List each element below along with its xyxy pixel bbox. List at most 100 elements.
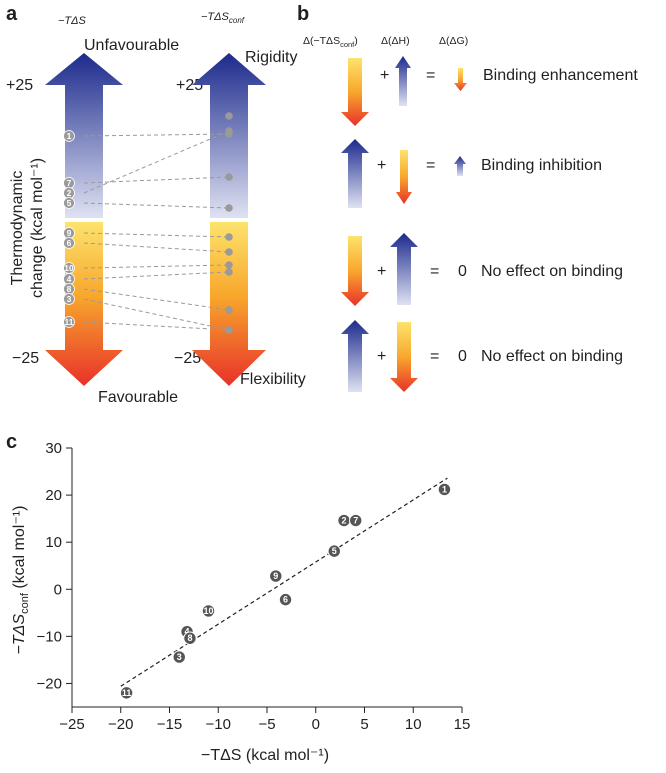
conf-entropy-marker: [225, 204, 233, 212]
row4-result: No effect on binding: [481, 348, 623, 365]
entropy-marker: 6: [63, 237, 75, 249]
row3-result: No effect on binding: [481, 263, 623, 280]
conf-entropy-marker: [225, 112, 233, 120]
panel-a-ylabel-line1: Thermodynamic: [9, 171, 26, 286]
panel-a-ylabel-line2: change (kcal mol⁻¹): [29, 158, 46, 298]
entropy-marker-label: 1: [67, 131, 72, 141]
row1-free-energy-arrow: [454, 68, 467, 91]
data-point-label: 3: [177, 652, 182, 662]
entropy-marker: 4: [63, 273, 75, 285]
entropy-marker: 8: [63, 283, 75, 295]
panel-c-points: 1 2 7 5 9 6 10 483 11: [119, 482, 452, 700]
entropy-marker-label: 3: [67, 294, 72, 304]
conf-entropy-marker: [225, 326, 233, 334]
row4-plus: +: [377, 348, 386, 365]
data-point: 8: [183, 631, 197, 645]
row4-zero: 0: [458, 348, 467, 365]
row1-equals: =: [426, 67, 435, 84]
panel-b-col3-header: Δ(ΔG): [439, 35, 468, 47]
data-point: 10: [201, 604, 216, 618]
entropy-marker: 5: [63, 197, 75, 209]
row4-equals: =: [430, 348, 439, 365]
entropy-marker: 1: [63, 130, 75, 142]
entropy-marker-label: 7: [67, 178, 72, 188]
data-point-label: 10: [203, 606, 213, 616]
data-point-label: 5: [332, 546, 337, 556]
entropy-marker-label: 4: [67, 274, 72, 284]
entropy-marker: 9: [63, 227, 75, 239]
data-point-label: 4: [185, 627, 190, 637]
panel-b-row-4: + = 0 No effect on binding: [341, 320, 623, 392]
data-point: 2: [337, 513, 351, 528]
panel-b-col1-header: Δ(−TΔSconf): [303, 35, 358, 49]
entropy-marker: 3: [63, 293, 75, 305]
conf-entropy-marker: [225, 248, 233, 256]
panel-b-label: b: [297, 3, 309, 25]
row4-conf-arrow: [341, 320, 369, 392]
y-tick-label: −10: [37, 628, 62, 645]
conf-entropy-marker: [225, 233, 233, 241]
favourable-label: Favourable: [98, 389, 178, 406]
y-tick-label: 0: [54, 581, 62, 598]
row1-result: Binding enhancement: [483, 67, 638, 84]
conf-entropy-marker: [225, 130, 233, 138]
row2-equals: =: [426, 157, 435, 174]
x-tick-label: 0: [312, 716, 320, 733]
panel-a-label: a: [6, 3, 18, 25]
connector-line: [83, 176, 230, 184]
x-tick-label: −15: [157, 716, 182, 733]
connector-line: [83, 264, 230, 269]
data-point-label: 1: [442, 484, 447, 494]
entropy-marker: 2: [63, 187, 75, 199]
x-tick-label: −10: [206, 716, 231, 733]
x-tick-label: −20: [108, 716, 133, 733]
panel-c-axes: [71, 448, 462, 708]
x-tick-label: 10: [405, 716, 422, 733]
data-point: 7: [349, 513, 363, 528]
entropy-marker-label: 11: [65, 317, 74, 327]
panel-a-connectors: [83, 130, 230, 331]
x-tick-label: −25: [59, 716, 84, 733]
panel-c-xlabel: −TΔS (kcal mol⁻¹): [201, 747, 329, 764]
left-top-value: +25: [6, 77, 33, 94]
connector-line: [83, 232, 230, 238]
data-point-label: 8: [187, 633, 192, 643]
connector-line: [83, 321, 230, 331]
row2-free-energy-arrow: [454, 156, 466, 176]
connector-line: [83, 242, 230, 253]
rigidity-label: Rigidity: [245, 49, 297, 66]
x-tick-label: 15: [454, 716, 471, 733]
entropy-marker: 7: [63, 177, 75, 189]
row1-conf-arrow: [341, 58, 369, 126]
entropy-marker-label: 8: [67, 284, 72, 294]
data-point: 9: [269, 569, 283, 583]
row3-plus: +: [377, 263, 386, 280]
panel-c-ylabel: −TΔSconf (kcal mol⁻¹): [11, 506, 31, 655]
connector-line: [83, 288, 230, 311]
row2-conf-arrow: [341, 139, 369, 208]
connector-line: [83, 298, 230, 331]
y-tick-label: 10: [45, 534, 62, 551]
row1-plus: +: [380, 67, 389, 84]
data-point-label: 6: [283, 595, 288, 605]
row3-enthalpy-arrow: [390, 233, 418, 305]
data-point: 6: [278, 592, 293, 607]
row2-enthalpy-arrow: [396, 150, 412, 204]
regression-line: [120, 477, 448, 687]
data-point-label: 9: [273, 571, 278, 581]
x-tick-label: −5: [258, 716, 275, 733]
panel-a-right-markers: [225, 112, 233, 334]
row3-equals: =: [430, 263, 439, 280]
row3-zero: 0: [458, 263, 467, 280]
entropy-marker: 11: [63, 316, 75, 328]
entropy-marker-label: 6: [67, 238, 72, 248]
y-tick-label: 20: [45, 487, 62, 504]
panel-c: c −25 −20 −15 −10 −5 0 5 10 15 −20 −10 0 10 20 30 1 2 7 5…: [6, 431, 470, 764]
right-bottom-value: −25: [174, 350, 201, 367]
flexibility-label: Flexibility: [240, 371, 306, 388]
data-point: 3: [172, 650, 186, 664]
data-point-label: 11: [122, 688, 132, 698]
